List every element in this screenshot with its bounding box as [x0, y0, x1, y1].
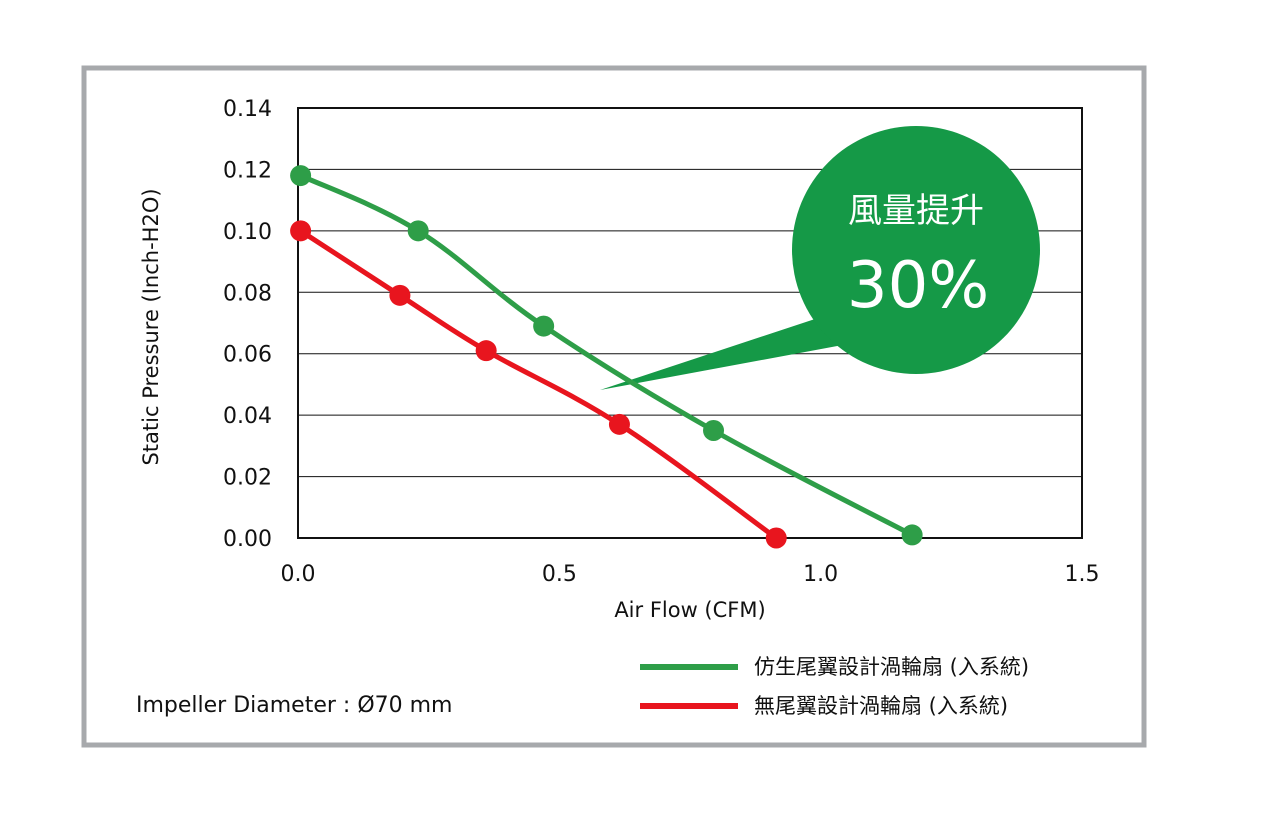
- data-point-bionic: [703, 420, 725, 441]
- x-tick-label: 1.5: [1065, 562, 1100, 587]
- data-point-bionic: [901, 524, 923, 546]
- x-tick-labels: 0.0 0.5 1.0 1.5: [281, 562, 1100, 587]
- series-layer: [290, 165, 923, 549]
- plot-border: [297, 107, 1083, 539]
- callout-value: 30%: [847, 249, 989, 323]
- series-line-no-tail: [298, 228, 779, 541]
- data-point-no-tail: [290, 220, 312, 242]
- data-point-bionic: [407, 220, 429, 242]
- y-tick-label: 0.12: [223, 158, 272, 183]
- callout-bubble: 風量提升 30%: [600, 126, 1040, 390]
- x-tick-label: 0.5: [542, 562, 577, 587]
- x-tick-label: 1.0: [803, 562, 838, 587]
- data-point-no-tail: [608, 413, 630, 435]
- callout-label: 風量提升: [848, 191, 984, 231]
- series-line-bionic: [298, 173, 915, 538]
- callout-pointer: [600, 318, 848, 390]
- y-tick-label: 0.06: [223, 343, 272, 368]
- data-point-bionic: [533, 315, 555, 337]
- y-tick-label: 0.08: [223, 281, 272, 306]
- data-point-no-tail: [475, 340, 497, 362]
- x-axis-label: Air Flow (CFM): [614, 598, 765, 622]
- impeller-diameter-note: Impeller Diameter : Ø70 mm: [136, 693, 453, 718]
- y-tick-label: 0.10: [223, 220, 272, 245]
- y-tick-label: 0.04: [223, 404, 272, 429]
- legend-label-bionic: 仿生尾翼設計渦輪扇 (入系統): [754, 655, 1029, 679]
- legend: 仿生尾翼設計渦輪扇 (入系統) 無尾翼設計渦輪扇 (入系統): [640, 655, 1029, 718]
- data-point-no-tail: [389, 284, 411, 306]
- y-tick-label: 0.00: [223, 527, 272, 552]
- y-tick-labels: 0.00 0.02 0.04 0.06 0.08 0.10 0.12 0.14: [223, 97, 272, 552]
- y-axis-label: Static Pressure (Inch-H2O): [139, 188, 163, 465]
- x-tick-label: 0.0: [281, 562, 316, 587]
- legend-label-no-tail: 無尾翼設計渦輪扇 (入系統): [754, 694, 1008, 718]
- y-tick-label: 0.02: [223, 466, 272, 491]
- data-point-no-tail: [765, 527, 787, 549]
- y-tick-label: 0.14: [223, 97, 272, 122]
- callout-circle: [792, 126, 1040, 374]
- data-point-bionic: [290, 165, 312, 187]
